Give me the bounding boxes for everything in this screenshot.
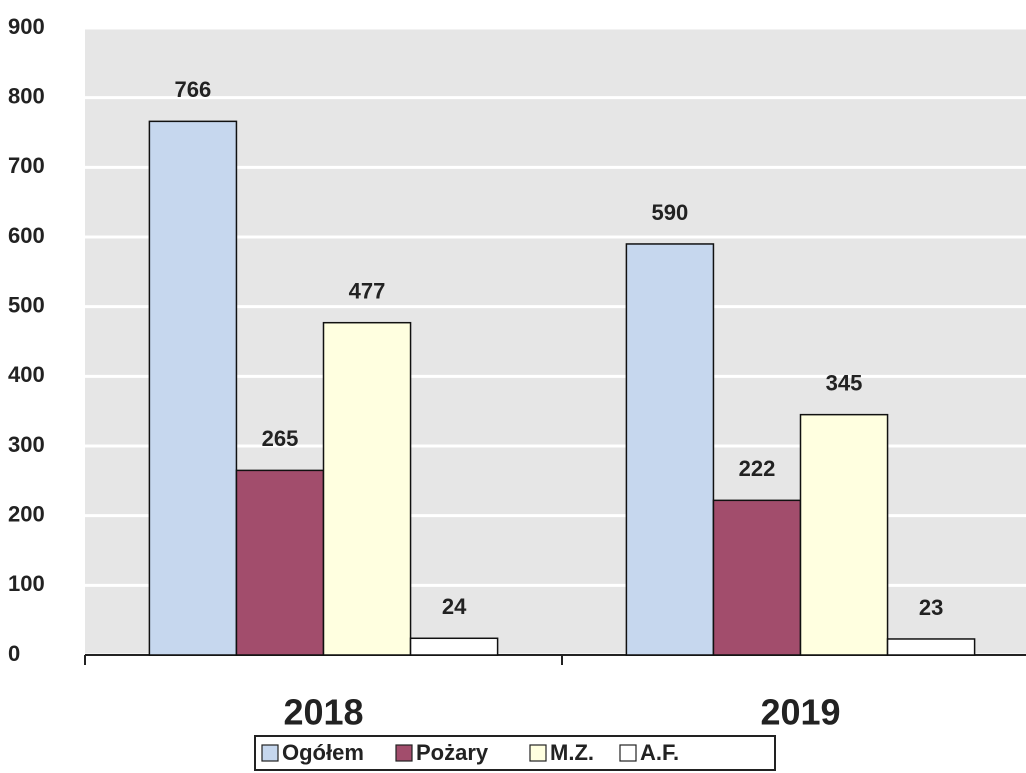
bar — [799, 413, 889, 656]
bar — [886, 638, 976, 656]
data-label: 590 — [652, 200, 689, 225]
legend-label: M.Z. — [550, 740, 594, 765]
legend-label: Pożary — [416, 740, 489, 765]
bar — [712, 499, 802, 656]
legend-box — [254, 735, 776, 771]
data-label: 766 — [175, 77, 212, 102]
bar — [235, 469, 325, 656]
data-label: 265 — [262, 426, 299, 451]
y-tick-label: 0 — [8, 641, 20, 666]
legend-label: Ogółem — [282, 740, 364, 765]
y-tick-label: 100 — [8, 571, 45, 596]
bar — [322, 321, 412, 656]
legend-swatch — [619, 744, 637, 762]
legend-label: A.F. — [640, 740, 679, 765]
legend-swatch — [529, 744, 547, 762]
y-tick-label: 900 — [8, 14, 45, 39]
y-tick-label: 300 — [8, 432, 45, 457]
x-tick-label: 2018 — [283, 692, 363, 733]
y-tick-label: 400 — [8, 362, 45, 387]
data-label: 345 — [826, 370, 863, 395]
y-tick-label: 800 — [8, 83, 45, 108]
data-label: 222 — [739, 456, 776, 481]
legend-swatch — [261, 744, 279, 762]
data-label: 23 — [919, 595, 943, 620]
y-tick-label: 200 — [8, 501, 45, 526]
y-tick-label: 500 — [8, 292, 45, 317]
bar — [148, 120, 238, 656]
data-label: 477 — [349, 279, 386, 304]
x-tick-label: 2019 — [760, 692, 840, 733]
bar — [625, 243, 715, 656]
bar — [409, 637, 499, 656]
y-tick-label: 700 — [8, 153, 45, 178]
data-label: 24 — [442, 594, 467, 619]
legend-swatch — [395, 744, 413, 762]
y-tick-label: 600 — [8, 223, 45, 248]
